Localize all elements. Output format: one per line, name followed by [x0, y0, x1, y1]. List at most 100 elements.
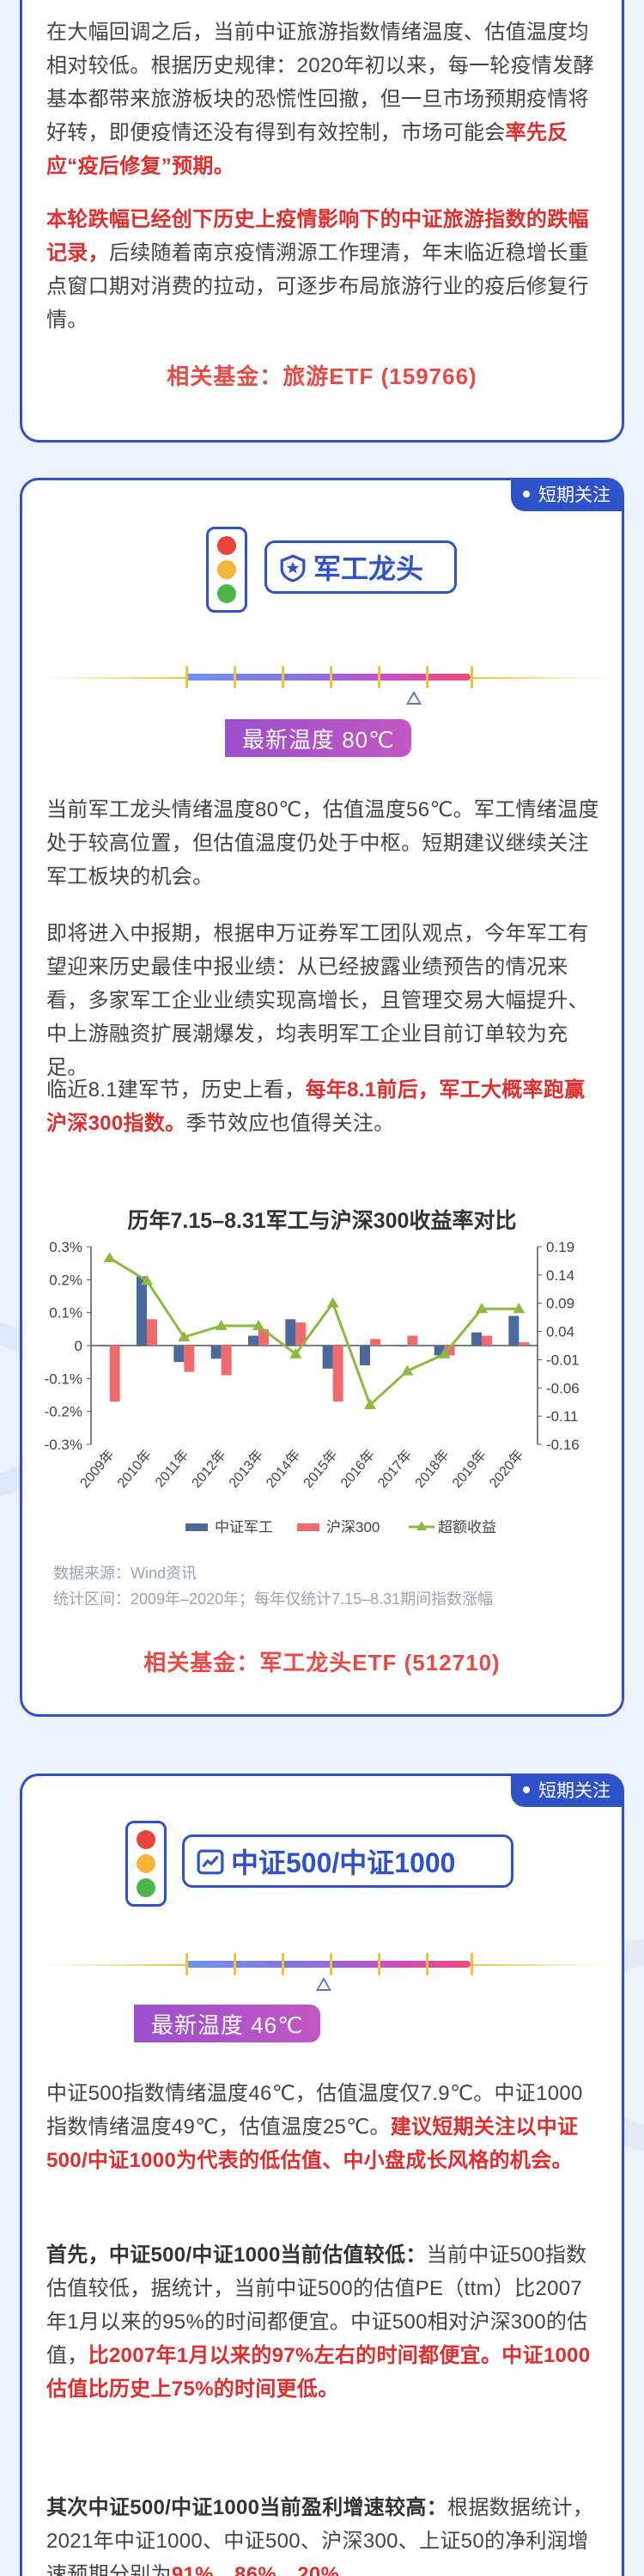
tourism-card: 在大幅回调之后，当前中证旅游指数情绪温度、估值温度均相对较低。根据历史规律：20… — [20, 0, 624, 443]
x-tick-label: 2014年 — [263, 1447, 303, 1491]
star-shield-icon — [280, 554, 306, 582]
bar-沪深300 — [221, 1346, 232, 1376]
point-超额收益 — [289, 1347, 302, 1358]
legend-swatch — [185, 1523, 208, 1531]
y-right-tick-label: -0.06 — [546, 1380, 580, 1396]
returns-chart: 0.3% 0.2% 0.1% 0 -0.1% -0.2% -0.3% 0.19 0.14 0.09… — [45, 1239, 580, 1535]
csi500-paragraph-1: 中证500指数情绪温度46℃，估值温度仅7.9℃。中证1000指数情绪温度49℃… — [46, 2082, 583, 2172]
bar-中证军工 — [508, 1315, 519, 1346]
x-tick-label: 2011年 — [152, 1447, 191, 1490]
point-超额收益 — [178, 1331, 191, 1342]
related-fund-link[interactable]: 相关基金：旅游ETF (159766) — [167, 363, 477, 389]
csi500-paragraph-3: 其次中证500/中证1000当前盈利增速较高：根据数据统计，2021年中证100… — [46, 2496, 594, 2576]
section-title: 中证500/中证1000 — [182, 1834, 513, 1888]
latest-temperature-badge: 最新温度 46℃ — [134, 2005, 321, 2042]
line-超额收益 — [108, 1256, 519, 1407]
bar-中证军工 — [322, 1346, 333, 1369]
csi500-card: 短期关注 中证500/中证1000 最新温度 46℃ 中证500指数情绪温度46… — [20, 1773, 624, 2576]
traffic-light-icon — [206, 527, 247, 613]
x-tick-label: 2017年 — [374, 1447, 415, 1491]
bar-沪深300 — [407, 1335, 418, 1346]
y-left-tick-label: -0.3% — [45, 1437, 82, 1453]
point-超额收益 — [364, 1399, 376, 1409]
bar-沪深300 — [147, 1319, 157, 1346]
point-超额收益 — [252, 1320, 264, 1330]
x-tick-label: 2016年 — [337, 1447, 378, 1491]
point-超额收益 — [438, 1347, 451, 1358]
legend-swatch — [297, 1523, 319, 1531]
bar-沪深300 — [519, 1342, 530, 1346]
military-paragraph-2: 即将进入中报期，根据申万证券军工团队观点，今年军工有望迎来历史最佳中报业绩：从已… — [46, 922, 589, 1079]
point-超额收益 — [513, 1303, 526, 1314]
point-超额收益 — [401, 1364, 414, 1376]
short-term-tag: 短期关注 — [511, 1773, 624, 1807]
statistics-period: 统计区间：2009年–2020年；每年仅统计7.15–8.31期间指数涨幅 — [53, 1590, 494, 1608]
y-right-tick-label: -0.01 — [546, 1352, 580, 1368]
y-left-tick-label: 0.2% — [49, 1272, 82, 1288]
point-超额收益 — [476, 1303, 488, 1314]
x-tick-label: 2012年 — [189, 1447, 229, 1491]
x-tick-label: 2010年 — [114, 1447, 155, 1491]
military-paragraph-1: 当前军工龙头情绪温度80℃，估值温度56℃。军工情绪温度处于较高位置，但估值温度… — [46, 798, 599, 888]
y-right-tick-label: 0.09 — [546, 1296, 574, 1312]
x-tick-label: 2015年 — [301, 1447, 341, 1491]
y-left-tick-label: 0 — [75, 1338, 82, 1354]
bar-中证军工 — [173, 1346, 185, 1363]
y-right-tick-label: -0.16 — [546, 1437, 580, 1453]
military-card: 短期关注 军工龙头 最新温度 80℃ 当前军工龙头情绪温度80℃，估值温度56℃… — [20, 478, 624, 1717]
bar-沪深300 — [444, 1346, 455, 1356]
bar-沪深300 — [184, 1346, 195, 1372]
x-tick-label: 2013年 — [226, 1447, 266, 1491]
bar-中证军工 — [285, 1319, 296, 1346]
trend-chart-icon — [197, 1849, 224, 1875]
traffic-light-icon — [125, 1821, 167, 1907]
bar-中证军工 — [137, 1276, 147, 1346]
legend-marker — [416, 1521, 427, 1530]
legend-label: 超额收益 — [438, 1519, 496, 1535]
bar-沪深300 — [109, 1346, 120, 1402]
bar-沪深300 — [332, 1346, 343, 1402]
y-right-tick-label: 0.14 — [546, 1267, 574, 1284]
bar-沪深300 — [295, 1322, 307, 1346]
bar-中证军工 — [471, 1332, 482, 1346]
point-超额收益 — [103, 1252, 116, 1263]
y-right-tick-label: 0.04 — [546, 1324, 574, 1340]
bar-中证军工 — [360, 1346, 370, 1365]
bar-沪深300 — [370, 1339, 380, 1346]
temperature-bar — [185, 674, 471, 681]
section-title: 军工龙头 — [264, 540, 457, 594]
chart-title: 历年7.15–8.31军工与沪深300收益率对比 — [127, 1209, 517, 1233]
x-tick-label: 2019年 — [449, 1447, 489, 1491]
csi500-paragraph-2: 首先，中证500/中证1000当前估值较低：当前中证500指数估值较低，据统计，… — [46, 2243, 591, 2401]
related-fund-link[interactable]: 相关基金：军工龙头ETF (512710) — [143, 1650, 501, 1676]
legend-label: 中证军工 — [215, 1519, 273, 1535]
y-left-tick-label: -0.2% — [45, 1404, 82, 1420]
data-source: 数据来源：Wind资讯 — [53, 1565, 197, 1582]
legend-label: 沪深300 — [326, 1519, 380, 1535]
short-term-tag: 短期关注 — [511, 478, 624, 511]
y-right-tick-label: -0.11 — [546, 1408, 579, 1425]
x-tick-label: 2009年 — [77, 1447, 118, 1491]
temperature-marker — [316, 1977, 331, 1991]
x-tick-label: 2020年 — [486, 1447, 526, 1491]
point-超额收益 — [326, 1297, 339, 1308]
bar-中证军工 — [248, 1335, 258, 1346]
thermometer-background — [39, 677, 615, 679]
bar-中证军工 — [210, 1346, 222, 1359]
y-left-tick-label: 0.3% — [49, 1239, 82, 1255]
y-left-tick-label: -0.1% — [45, 1370, 82, 1387]
dot-icon — [523, 491, 530, 497]
latest-temperature-badge: 最新温度 80℃ — [225, 719, 412, 757]
temperature-bar — [185, 1961, 471, 1968]
point-超额收益 — [215, 1320, 228, 1330]
tourism-paragraph-2: 本轮跌幅已经创下历史上疫情影响下的中证旅游指数的跌幅记录，后续随着南京疫情溯源工… — [46, 208, 589, 332]
temperature-marker — [406, 691, 422, 705]
point-超额收益 — [141, 1274, 153, 1285]
y-left-tick-label: 0.1% — [49, 1305, 82, 1322]
bar-沪深300 — [482, 1335, 492, 1346]
tourism-paragraph-1: 在大幅回调之后，当前中证旅游指数情绪温度、估值温度均相对较低。根据历史规律：20… — [46, 21, 594, 178]
bar-中证军工 — [434, 1346, 445, 1356]
dot-icon — [523, 1786, 530, 1793]
thermometer-background — [39, 1964, 615, 1966]
x-tick-label: 2018年 — [412, 1447, 453, 1491]
